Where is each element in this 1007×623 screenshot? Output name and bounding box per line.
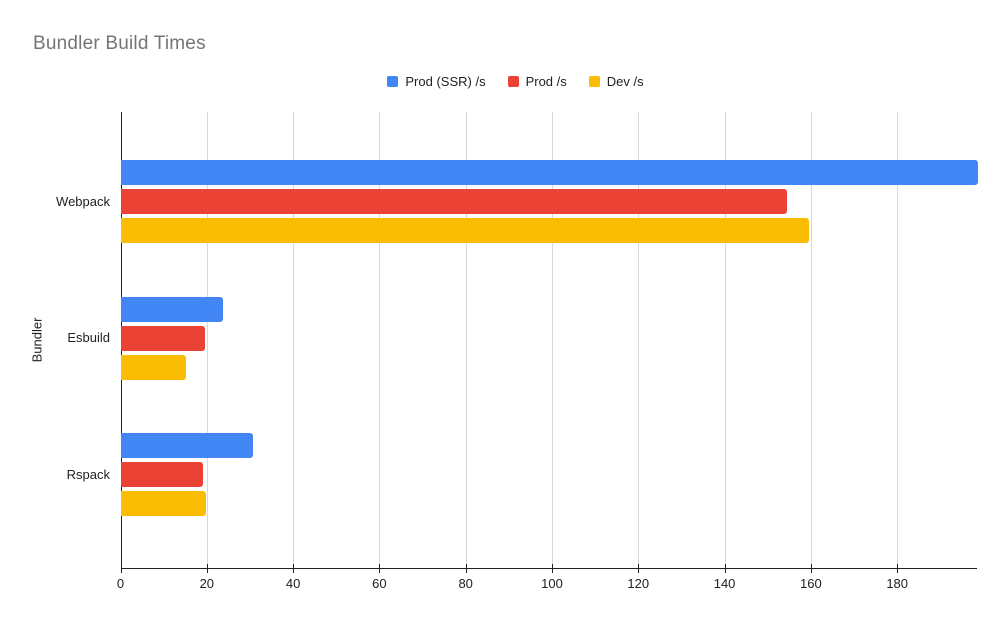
grid-line bbox=[551, 112, 553, 568]
grid-line bbox=[379, 112, 381, 568]
grid-line bbox=[206, 112, 208, 568]
legend-label: Prod (SSR) /s bbox=[405, 74, 486, 89]
legend-label: Prod /s bbox=[525, 74, 567, 89]
x-tick-label: 20 bbox=[199, 576, 215, 591]
legend-item: Dev /s bbox=[588, 74, 644, 89]
grid-line bbox=[293, 112, 295, 568]
grid-line bbox=[724, 112, 726, 568]
x-tick-label: 140 bbox=[713, 576, 736, 591]
legend-swatch-icon bbox=[387, 76, 399, 87]
category-label: Rspack bbox=[66, 466, 110, 482]
grid-line bbox=[638, 112, 640, 568]
bar bbox=[121, 433, 254, 458]
x-tick-label: 180 bbox=[886, 576, 909, 591]
legend-swatch-icon bbox=[588, 76, 600, 87]
category-label: Webpack bbox=[56, 193, 110, 209]
grid-line bbox=[810, 112, 812, 568]
legend-item: Prod /s bbox=[507, 74, 567, 89]
bar bbox=[121, 218, 809, 243]
legend-item: Prod (SSR) /s bbox=[387, 74, 486, 89]
grid-line bbox=[897, 112, 899, 568]
grid-line bbox=[465, 112, 467, 568]
bar bbox=[121, 160, 978, 185]
x-tick-label: 60 bbox=[372, 576, 387, 591]
legend: Prod (SSR) /s Prod /s Dev /s bbox=[12, 74, 1007, 89]
bar bbox=[121, 491, 207, 516]
chart-title: Bundler Build Times bbox=[33, 33, 206, 54]
x-tick-label: 100 bbox=[541, 576, 563, 591]
x-tick-label: 120 bbox=[627, 576, 650, 591]
legend-label: Dev /s bbox=[606, 74, 644, 89]
x-tick-label: 160 bbox=[800, 576, 822, 591]
bar bbox=[121, 325, 205, 351]
category-label: Esbuild bbox=[67, 330, 110, 345]
bar bbox=[121, 354, 187, 380]
x-tick-label: 0 bbox=[116, 576, 125, 591]
x-tick-label: 40 bbox=[285, 576, 301, 591]
x-axis-line bbox=[120, 568, 977, 569]
legend-swatch-icon bbox=[507, 76, 519, 87]
bar bbox=[121, 296, 223, 322]
bar bbox=[121, 462, 203, 487]
bar bbox=[121, 189, 788, 214]
x-tick-label: 80 bbox=[458, 576, 473, 591]
